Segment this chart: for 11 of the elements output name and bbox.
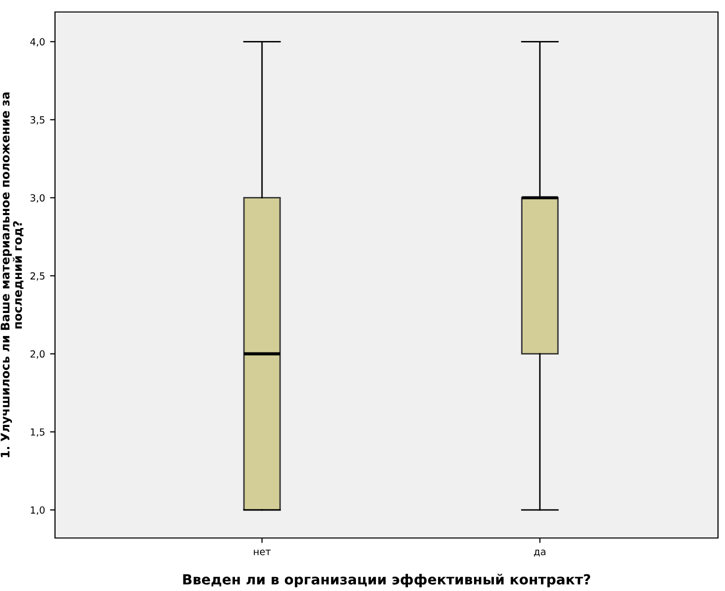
x-tick-label: да [534,550,546,556]
x-tick-label: нет [254,550,271,556]
y-tick-label: 3,5 [30,116,44,125]
y-tick-label: 1,0 [30,506,45,515]
y-tick-label: 2,5 [30,272,44,281]
y-axis-title: 1. Улучшилось ли Ваше материальное положение за последний год? [0,92,24,458]
y-tick-label: 1,5 [30,428,44,437]
y-tick-label: 2,0 [30,350,45,359]
y-tick-label: 3,0 [30,194,45,203]
x-axis-title: Введен ли в организации эффективный контракт? [183,574,590,588]
y-tick-label: 4,0 [30,38,45,46]
